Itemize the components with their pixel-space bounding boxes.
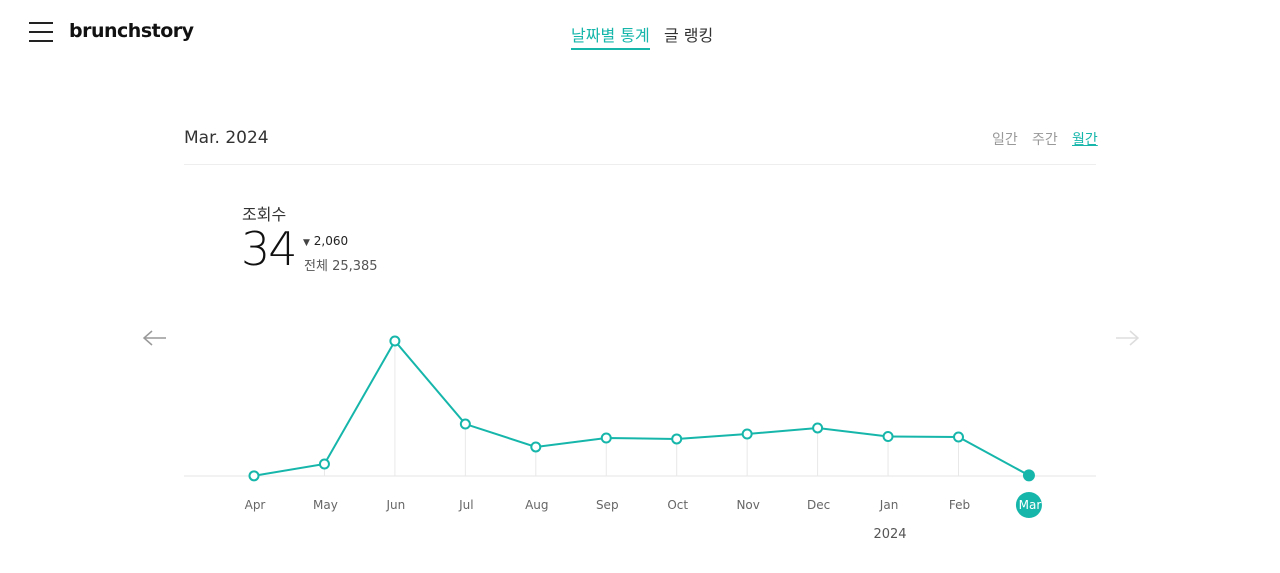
total-label: 전체 xyxy=(304,259,328,274)
x-tick-label: Oct xyxy=(667,498,688,512)
point xyxy=(1022,469,1035,482)
divider xyxy=(184,164,1096,165)
period-title: Mar. 2024 xyxy=(184,128,269,148)
x-tick-label: Apr xyxy=(245,498,266,512)
stat-label: 조회수 xyxy=(242,205,287,224)
nav-tab[interactable]: 글 랭킹 xyxy=(664,26,714,45)
x-tick-label: Sep xyxy=(596,498,619,512)
year-label: 2024 xyxy=(873,527,906,542)
x-tick-label: May xyxy=(313,498,338,512)
period-tab[interactable]: 주간 xyxy=(1032,132,1058,148)
point xyxy=(882,431,894,443)
x-tick-label: Aug xyxy=(525,498,548,512)
prev-button[interactable] xyxy=(142,330,166,346)
point xyxy=(741,428,753,440)
x-tick-label: Feb xyxy=(949,498,970,512)
period-tab-active[interactable]: 월간 xyxy=(1072,132,1098,148)
stat-total: 전체 25,385 xyxy=(304,255,378,274)
point xyxy=(812,422,824,434)
x-tick-label: Dec xyxy=(807,498,830,512)
total-value: 25,385 xyxy=(332,259,378,274)
point xyxy=(248,470,260,482)
point xyxy=(671,433,683,445)
logo[interactable]: brunchstory xyxy=(69,20,194,42)
point xyxy=(953,431,964,443)
line xyxy=(253,339,1030,477)
down-arrow: ▼ xyxy=(303,238,310,248)
point xyxy=(600,432,612,444)
stat-change: ▼ 2,060 xyxy=(303,234,348,248)
x-tick-label: Jan xyxy=(879,498,899,512)
x-tick-label: Nov xyxy=(736,498,759,512)
change-value: 2,060 xyxy=(313,234,349,248)
x-tick-label: Mar xyxy=(1019,498,1042,512)
active-badge xyxy=(1015,492,1042,518)
nav-tab-active[interactable]: 날짜별 통계 xyxy=(571,22,650,50)
point xyxy=(530,441,542,453)
x-tick-label: Jun xyxy=(386,498,406,512)
menu-button[interactable] xyxy=(29,22,53,42)
point xyxy=(389,335,401,347)
point xyxy=(318,458,330,470)
point xyxy=(459,418,471,430)
x-tick-label: Jul xyxy=(458,498,473,512)
period-tab[interactable]: 일간 xyxy=(992,132,1018,148)
stat-value: 34 xyxy=(241,222,298,276)
next-button[interactable] xyxy=(1116,330,1140,346)
